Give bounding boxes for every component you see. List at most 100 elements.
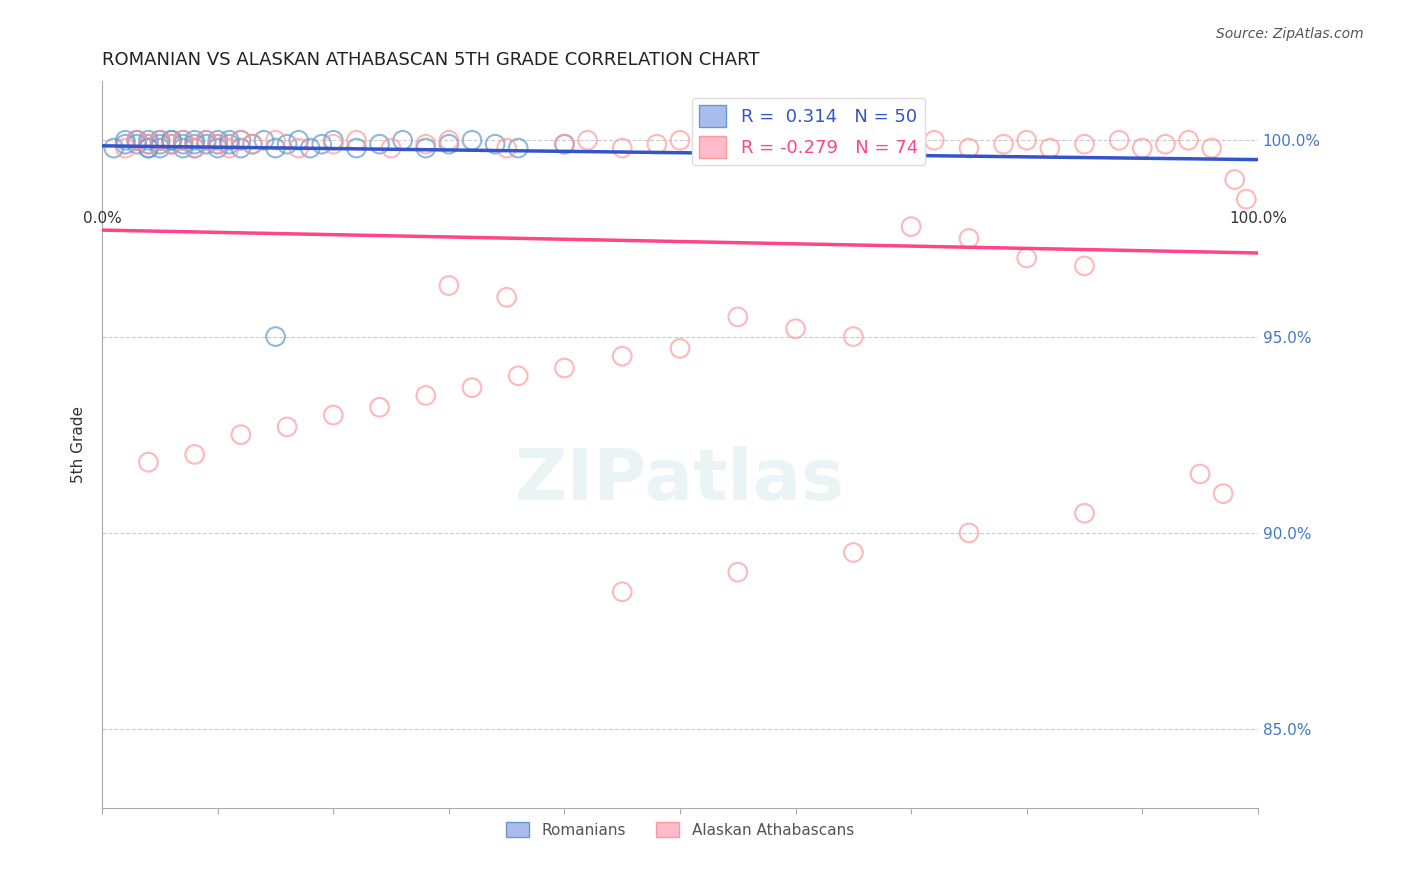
- Point: [125, 133, 148, 147]
- Text: 100.0%: 100.0%: [1229, 211, 1286, 226]
- Point: [287, 141, 309, 155]
- Point: [1015, 133, 1038, 147]
- Point: [437, 133, 460, 147]
- Point: [842, 329, 865, 343]
- Point: [311, 137, 333, 152]
- Point: [183, 141, 205, 155]
- Point: [727, 137, 749, 152]
- Point: [669, 133, 692, 147]
- Point: [138, 137, 160, 152]
- Point: [207, 141, 229, 155]
- Point: [195, 133, 218, 147]
- Point: [114, 141, 136, 155]
- Point: [761, 133, 783, 147]
- Point: [692, 141, 714, 155]
- Point: [346, 133, 368, 147]
- Point: [437, 137, 460, 152]
- Point: [957, 231, 980, 245]
- Point: [368, 137, 391, 152]
- Point: [207, 137, 229, 152]
- Point: [138, 137, 160, 152]
- Legend: Romanians, Alaskan Athabascans: Romanians, Alaskan Athabascans: [501, 815, 860, 844]
- Point: [1177, 133, 1199, 147]
- Point: [195, 137, 218, 152]
- Point: [160, 137, 183, 152]
- Point: [264, 141, 287, 155]
- Point: [125, 133, 148, 147]
- Point: [207, 137, 229, 152]
- Point: [149, 141, 172, 155]
- Point: [218, 133, 240, 147]
- Point: [183, 133, 205, 147]
- Point: [957, 141, 980, 155]
- Point: [149, 133, 172, 147]
- Point: [1154, 137, 1177, 152]
- Point: [125, 137, 148, 152]
- Point: [287, 133, 309, 147]
- Point: [207, 133, 229, 147]
- Point: [264, 329, 287, 343]
- Point: [553, 137, 575, 152]
- Point: [993, 137, 1015, 152]
- Point: [576, 133, 599, 147]
- Point: [138, 141, 160, 155]
- Point: [322, 408, 344, 422]
- Text: 0.0%: 0.0%: [83, 211, 121, 226]
- Point: [1015, 251, 1038, 265]
- Point: [183, 447, 205, 461]
- Point: [1212, 486, 1234, 500]
- Point: [461, 133, 484, 147]
- Point: [612, 584, 634, 599]
- Point: [149, 137, 172, 152]
- Point: [553, 137, 575, 152]
- Point: [160, 137, 183, 152]
- Text: Source: ZipAtlas.com: Source: ZipAtlas.com: [1216, 27, 1364, 41]
- Point: [1039, 141, 1062, 155]
- Point: [229, 133, 252, 147]
- Point: [172, 141, 194, 155]
- Point: [1108, 133, 1130, 147]
- Point: [172, 133, 194, 147]
- Point: [508, 141, 530, 155]
- Point: [461, 381, 484, 395]
- Point: [138, 133, 160, 147]
- Point: [484, 137, 506, 152]
- Point: [645, 137, 668, 152]
- Point: [957, 525, 980, 540]
- Point: [242, 137, 264, 152]
- Point: [229, 427, 252, 442]
- Point: [195, 133, 218, 147]
- Point: [842, 545, 865, 559]
- Point: [415, 141, 437, 155]
- Point: [612, 349, 634, 363]
- Point: [1130, 141, 1153, 155]
- Point: [1073, 137, 1095, 152]
- Point: [276, 137, 298, 152]
- Point: [807, 137, 830, 152]
- Point: [391, 133, 413, 147]
- Point: [669, 342, 692, 356]
- Point: [229, 133, 252, 147]
- Point: [276, 420, 298, 434]
- Point: [242, 137, 264, 152]
- Point: [1073, 259, 1095, 273]
- Point: [415, 137, 437, 152]
- Point: [218, 141, 240, 155]
- Point: [183, 137, 205, 152]
- Point: [900, 219, 922, 234]
- Point: [727, 565, 749, 579]
- Point: [160, 133, 183, 147]
- Point: [114, 133, 136, 147]
- Point: [103, 141, 125, 155]
- Point: [900, 137, 922, 152]
- Point: [368, 401, 391, 415]
- Text: ZIPatlas: ZIPatlas: [515, 446, 845, 516]
- Point: [1234, 192, 1257, 206]
- Point: [138, 141, 160, 155]
- Point: [172, 137, 194, 152]
- Point: [149, 133, 172, 147]
- Point: [114, 137, 136, 152]
- Point: [727, 310, 749, 324]
- Point: [508, 368, 530, 383]
- Point: [495, 141, 517, 155]
